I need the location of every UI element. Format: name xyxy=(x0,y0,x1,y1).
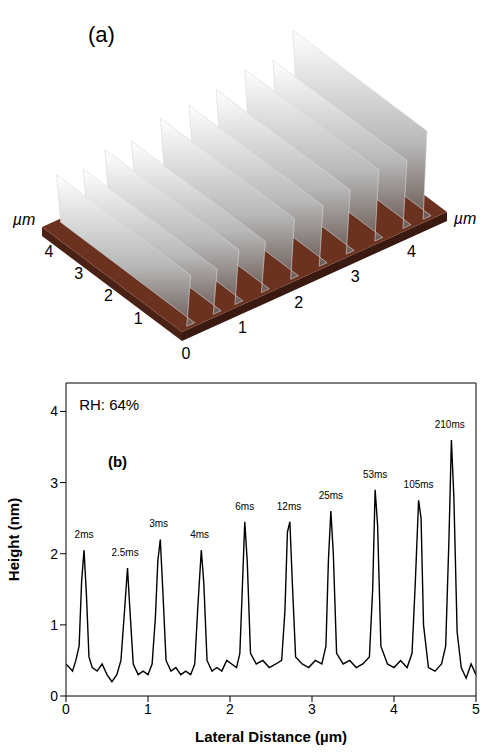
svg-text:25ms: 25ms xyxy=(319,490,343,501)
svg-text:3: 3 xyxy=(50,475,58,491)
svg-text:1: 1 xyxy=(144,701,152,717)
svg-text:0: 0 xyxy=(50,688,58,704)
svg-text:2: 2 xyxy=(226,701,234,717)
svg-text:3: 3 xyxy=(351,268,360,285)
svg-text:210ms: 210ms xyxy=(435,419,465,430)
svg-text:4ms: 4ms xyxy=(190,529,209,540)
svg-text:4: 4 xyxy=(50,403,58,419)
svg-text:(a): (a) xyxy=(88,22,115,47)
svg-text:1: 1 xyxy=(134,310,143,327)
svg-text:53ms: 53ms xyxy=(363,469,387,480)
svg-text:3: 3 xyxy=(74,265,83,282)
svg-text:RH: 64%: RH: 64% xyxy=(79,396,139,413)
svg-text:2: 2 xyxy=(104,287,113,304)
svg-text:µm: µm xyxy=(12,211,36,228)
svg-text:5: 5 xyxy=(472,701,480,717)
svg-text:3: 3 xyxy=(308,701,316,717)
svg-text:(b): (b) xyxy=(108,453,127,470)
svg-text:Height (nm): Height (nm) xyxy=(5,498,22,581)
svg-text:2ms: 2ms xyxy=(75,529,94,540)
svg-text:4: 4 xyxy=(390,701,398,717)
svg-text:µm: µm xyxy=(453,210,477,227)
svg-text:0: 0 xyxy=(62,701,70,717)
svg-text:4: 4 xyxy=(407,243,416,260)
svg-text:6ms: 6ms xyxy=(235,501,254,512)
svg-text:0: 0 xyxy=(182,345,191,362)
svg-text:105ms: 105ms xyxy=(404,479,434,490)
svg-text:2.5ms: 2.5ms xyxy=(111,547,138,558)
svg-text:2: 2 xyxy=(50,546,58,562)
svg-text:4: 4 xyxy=(44,243,53,260)
svg-text:3ms: 3ms xyxy=(149,518,168,529)
svg-text:1: 1 xyxy=(50,617,58,633)
svg-text:2: 2 xyxy=(294,294,303,311)
svg-text:1: 1 xyxy=(238,319,247,336)
svg-text:Lateral Distance (µm): Lateral Distance (µm) xyxy=(195,728,347,745)
svg-text:12ms: 12ms xyxy=(277,501,301,512)
